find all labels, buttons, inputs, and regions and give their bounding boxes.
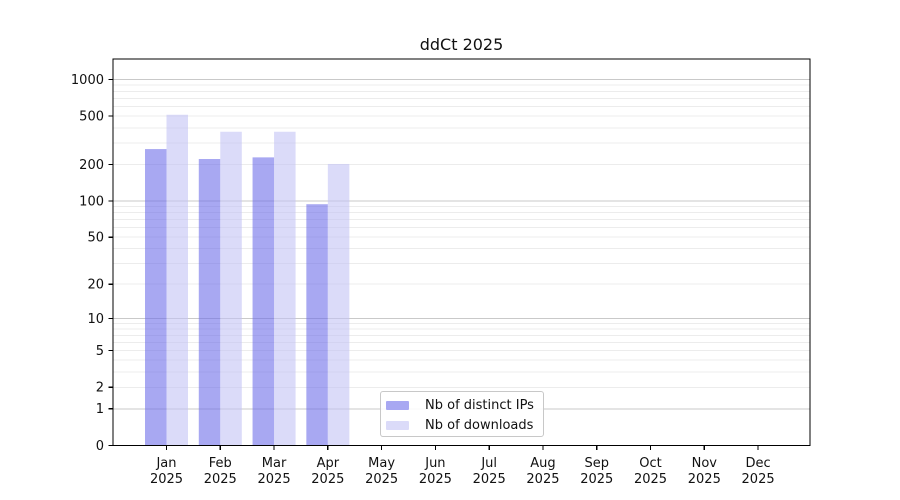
plot-border (112, 58, 811, 447)
x-tick-label-month: Nov (692, 456, 718, 471)
x-tick-label-year: 2025 (150, 472, 183, 487)
x-tick-label-month: Jun (424, 456, 445, 471)
legend-label-downloads: Nb of downloads (425, 417, 534, 433)
legend: Nb of distinct IPs Nb of downloads (380, 391, 544, 437)
y-tick-label: 100 (79, 194, 104, 209)
x-tick-label-month: Dec (746, 456, 771, 471)
legend-swatch-downloads (386, 420, 409, 430)
bars (145, 114, 350, 446)
y-tick-label: 1 (96, 402, 104, 417)
x-tick-label-month: Oct (639, 456, 661, 471)
y-tick-label: 10 (87, 312, 104, 327)
legend-item-downloads: Nb of downloads (386, 415, 543, 435)
x-tick-label-month: May (368, 456, 395, 471)
bar-downloads-feb (220, 131, 242, 446)
legend-swatch-distinct-ips (386, 400, 409, 410)
x-tick-label-year: 2025 (688, 472, 721, 487)
bar-downloads-apr (327, 163, 350, 446)
legend-label-distinct-ips: Nb of distinct IPs (425, 397, 534, 413)
y-axis: 0 1 2 5 10 20 50 100 200 500 1000 (71, 73, 113, 454)
x-tick-label-year: 2025 (742, 472, 775, 487)
x-tick-label-year: 2025 (634, 472, 667, 487)
x-tick-label-month: Feb (209, 456, 232, 471)
x-axis: Jan2025Feb2025Mar2025Apr2025May2025Jun20… (150, 445, 775, 487)
y-tick-label: 200 (79, 158, 104, 173)
y-tick-label: 2 (96, 381, 104, 396)
bar-distinct-ips-jan (145, 149, 167, 446)
x-tick-label-month: Apr (317, 456, 340, 471)
x-tick-label-month: Sep (584, 456, 609, 471)
bar-downloads-mar (274, 131, 296, 446)
legend-item-distinct-ips: Nb of distinct IPs (386, 395, 543, 415)
y-tick-label: 50 (87, 231, 104, 246)
y-tick-label: 500 (79, 110, 104, 125)
bar-distinct-ips-mar (252, 157, 275, 446)
chart-title: ddCt 2025 (419, 35, 504, 54)
x-tick-label-year: 2025 (580, 472, 613, 487)
bar-distinct-ips-feb (198, 159, 221, 446)
x-tick-label-month: Jan (155, 456, 176, 471)
y-tick-label: 0 (96, 439, 104, 454)
x-tick-label-month: Mar (262, 456, 287, 471)
x-tick-label-year: 2025 (365, 472, 398, 487)
bar-downloads-jan (166, 114, 188, 446)
x-tick-label-month: Jul (480, 456, 497, 471)
x-tick-label-year: 2025 (258, 472, 291, 487)
y-tick-label: 20 (87, 278, 104, 293)
x-tick-label-month: Aug (530, 456, 555, 471)
x-tick-label-year: 2025 (419, 472, 452, 487)
x-tick-label-year: 2025 (473, 472, 506, 487)
y-tick-label: 5 (96, 344, 104, 359)
x-tick-label-year: 2025 (311, 472, 344, 487)
x-tick-label-year: 2025 (526, 472, 559, 487)
bar-distinct-ips-apr (306, 204, 328, 446)
y-tick-label: 1000 (71, 73, 104, 88)
x-tick-label-year: 2025 (204, 472, 237, 487)
